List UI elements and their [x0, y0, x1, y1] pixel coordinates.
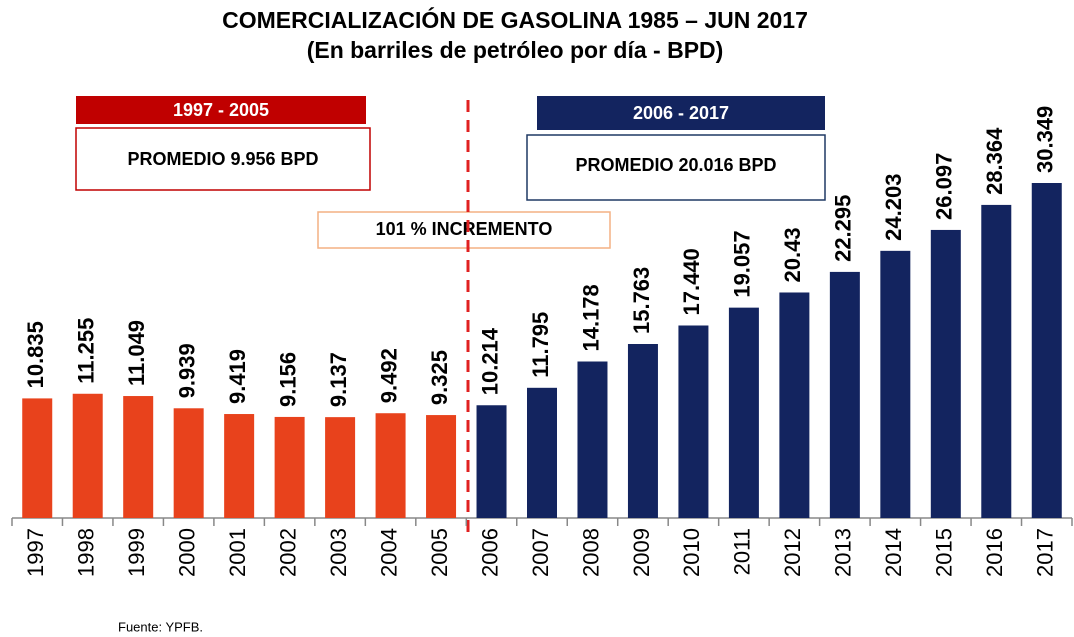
bar: [1031, 183, 1062, 518]
bar: [224, 414, 255, 518]
x-tick-label: 2005: [427, 528, 452, 577]
value-label: 11.049: [124, 320, 149, 386]
value-label: 10.835: [23, 321, 48, 388]
x-tick-label: 2013: [831, 528, 856, 577]
value-label: 9.137: [326, 352, 351, 407]
value-label: 24.203: [881, 174, 906, 241]
average-label: PROMEDIO 20.016 BPD: [575, 155, 776, 175]
value-label: 9.325: [427, 350, 452, 405]
value-label: 26.097: [932, 153, 957, 220]
bar: [22, 398, 53, 518]
x-tick-label: 2002: [275, 528, 300, 577]
period-header: [76, 96, 366, 124]
increment-box: [317, 211, 611, 249]
x-tick-label: 2017: [1033, 528, 1058, 577]
bar: [829, 271, 860, 518]
x-tick-label: 2003: [326, 528, 351, 577]
value-label: 15.763: [629, 267, 654, 334]
value-label: 10.214: [477, 327, 502, 395]
value-label: 19.057: [730, 230, 755, 297]
period-label: 2006 - 2017: [633, 103, 729, 123]
x-tick-label: 2012: [780, 528, 805, 577]
x-tick-label: 2011: [730, 528, 755, 575]
bar: [274, 416, 305, 518]
value-label: 20.43: [780, 227, 805, 282]
value-label: 9.419: [225, 349, 250, 404]
x-tick-label: 2004: [376, 528, 401, 577]
x-tick-label: 1999: [124, 528, 149, 577]
bar: [173, 408, 204, 518]
bar: [325, 417, 356, 518]
bar: [930, 229, 961, 518]
x-tick-label: 2006: [477, 528, 502, 577]
bar: [728, 307, 759, 518]
bar: [123, 396, 154, 518]
bar: [72, 393, 103, 518]
x-tick-label: 2014: [881, 528, 906, 577]
value-label: 11.255: [74, 318, 99, 384]
value-label: 11.795: [528, 312, 553, 378]
bar: [981, 204, 1012, 518]
x-tick-label: 1997: [23, 528, 48, 577]
period-header: [537, 96, 825, 130]
value-label: 17.440: [679, 248, 704, 315]
chart-subtitle: (En barriles de petróleo por día - BPD): [307, 37, 724, 63]
chart-title: COMERCIALIZACIÓN DE GASOLINA 1985 – JUN …: [222, 6, 808, 33]
bar: [678, 325, 709, 518]
x-tick-label: 2000: [174, 528, 199, 577]
average-label: PROMEDIO 9.956 BPD: [127, 149, 318, 169]
bar: [577, 361, 608, 518]
x-tick-label: 1998: [74, 528, 99, 577]
bar: [627, 344, 658, 518]
bar: [880, 250, 911, 518]
x-tick-label: 2016: [982, 528, 1007, 577]
bar: [476, 405, 507, 518]
x-tick-label: 2010: [679, 528, 704, 577]
x-tick-label: 2015: [932, 528, 957, 577]
bar: [375, 413, 406, 518]
bar: [527, 387, 557, 518]
value-label: 30.349: [1033, 106, 1058, 173]
value-label: 14.178: [578, 284, 603, 351]
x-tick-label: 2001: [225, 528, 250, 577]
value-label: 28.364: [982, 127, 1007, 195]
value-label: 9.156: [275, 352, 300, 407]
source: Fuente: YPFB.: [118, 619, 203, 634]
bar: [426, 415, 457, 518]
increment-label: 101 % INCREMENTO: [376, 219, 553, 239]
bar: [779, 292, 810, 518]
average-box: [526, 134, 826, 201]
x-tick-label: 2007: [528, 528, 553, 577]
x-tick-label: 2008: [578, 528, 603, 577]
value-label: 9.939: [174, 343, 199, 398]
value-label: 22.295: [831, 195, 856, 262]
x-tick-label: 2009: [629, 528, 654, 577]
value-label: 9.492: [376, 348, 401, 403]
average-box: [75, 127, 371, 191]
period-label: 1997 - 2005: [173, 100, 269, 120]
